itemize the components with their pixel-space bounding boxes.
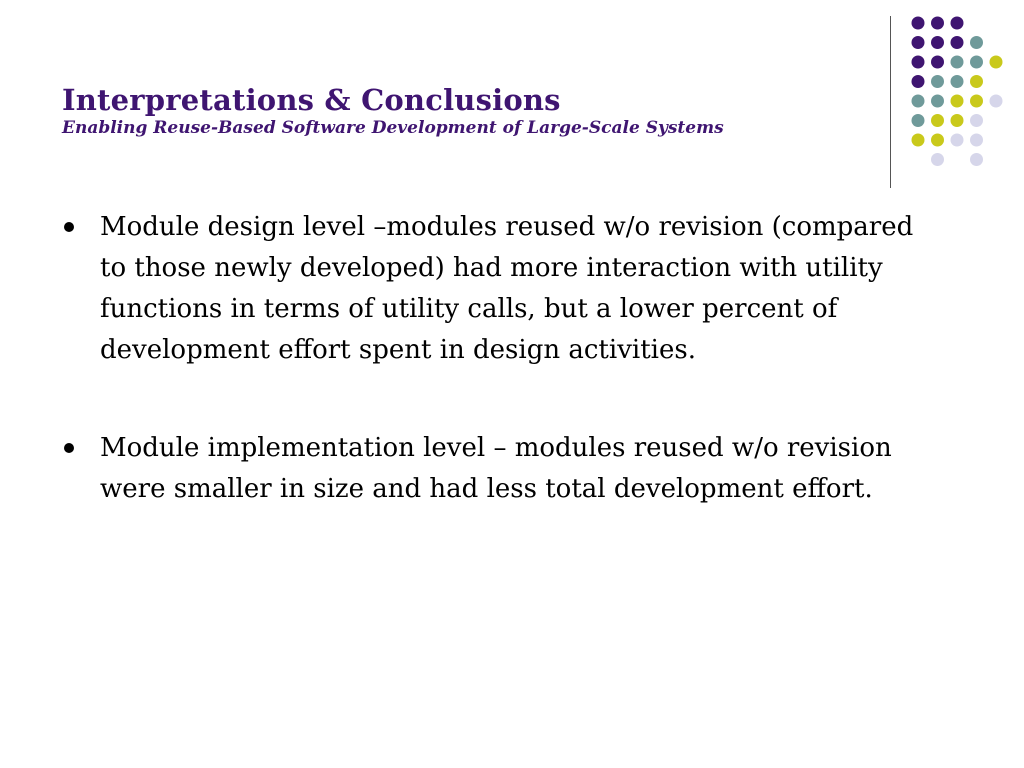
- decorative-dot: [931, 114, 944, 127]
- decorative-dot: [931, 36, 944, 49]
- decorative-dot: [970, 36, 983, 49]
- decorative-dot: [931, 133, 944, 147]
- decorative-dot: [970, 94, 983, 108]
- decorative-dot: [911, 75, 925, 88]
- decorative-dot: [931, 75, 944, 88]
- decorative-dot: [950, 75, 964, 88]
- vertical-divider: [890, 16, 891, 188]
- decorative-dot: [970, 114, 983, 127]
- slide-subtitle: Enabling Reuse-Based Software Developmen…: [62, 118, 724, 138]
- decorative-dot: [931, 55, 944, 69]
- decorative-dot: [950, 55, 964, 69]
- bullet-item: Module design level –modules reused w/o …: [62, 207, 922, 371]
- decorative-dot: [950, 114, 964, 127]
- decorative-dot: [911, 114, 925, 127]
- bullet-text: Module implementation level – modules re…: [100, 433, 892, 504]
- bullet-item: Module implementation level – modules re…: [62, 428, 922, 510]
- decorative-dot: [970, 153, 983, 166]
- decorative-dot: [989, 55, 1003, 69]
- decorative-dot: [911, 55, 925, 69]
- decorative-dot: [950, 16, 964, 30]
- bullet-text: Module design level –modules reused w/o …: [100, 212, 914, 365]
- decorative-dot: [950, 133, 964, 147]
- bullet-list: Module design level –modules reused w/o …: [62, 207, 922, 567]
- decorative-dot: [931, 16, 944, 30]
- decorative-dot: [950, 36, 964, 49]
- decorative-dot: [970, 75, 983, 88]
- bullet-dot-icon: [64, 222, 74, 232]
- title-block: Interpretations & Conclusions Enabling R…: [62, 82, 862, 138]
- decorative-dot: [911, 133, 925, 147]
- decorative-dot: [931, 153, 944, 166]
- decorative-dot: [970, 55, 983, 69]
- decorative-dot: [989, 94, 1003, 108]
- decorative-dot: [931, 94, 944, 108]
- decorative-dot: [911, 94, 925, 108]
- decorative-dot: [911, 36, 925, 49]
- slide-title: Interpretations & Conclusions: [62, 83, 561, 117]
- bullet-dot-icon: [64, 443, 74, 453]
- decorative-dot: [970, 133, 983, 147]
- decorative-dot: [950, 94, 964, 108]
- decorative-dot: [911, 16, 925, 30]
